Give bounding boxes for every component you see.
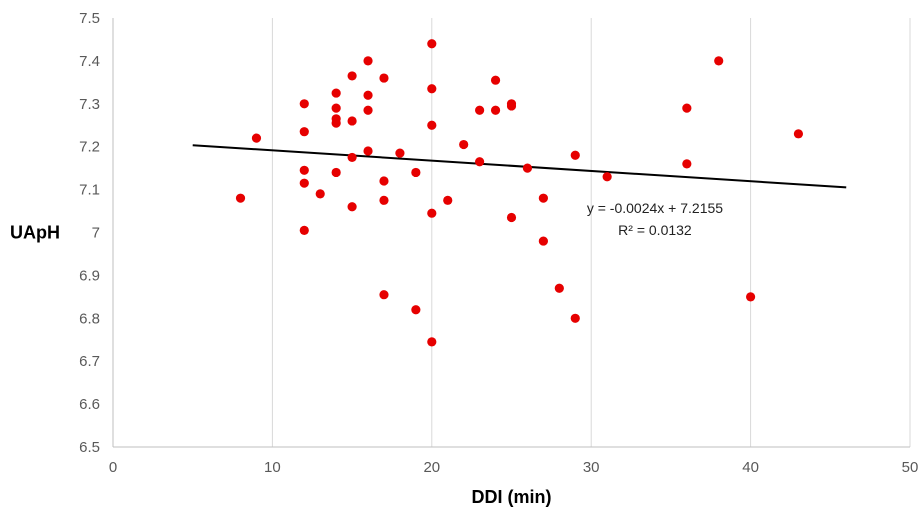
y-tick-label: 7	[92, 225, 100, 242]
data-point	[427, 120, 437, 130]
y-tick-label: 6.5	[79, 439, 100, 456]
data-point	[475, 157, 485, 167]
data-points	[235, 39, 804, 347]
data-point	[299, 178, 309, 188]
data-point	[363, 146, 373, 156]
data-point	[379, 290, 389, 300]
data-point	[475, 105, 485, 115]
data-point	[746, 292, 756, 302]
data-point	[347, 71, 357, 81]
data-point	[299, 165, 309, 175]
data-point	[427, 39, 437, 49]
data-point	[235, 193, 246, 203]
y-tick-label: 7.5	[79, 10, 100, 27]
data-point	[602, 172, 612, 182]
data-point	[459, 139, 469, 150]
data-point	[570, 313, 580, 323]
y-axis-title: UApH	[10, 223, 60, 243]
data-point	[299, 127, 309, 137]
data-point	[411, 305, 421, 315]
data-point	[315, 189, 325, 199]
data-point	[299, 99, 309, 109]
x-tick-label: 50	[902, 459, 919, 476]
y-tick-label: 7.3	[79, 96, 100, 113]
data-point	[395, 148, 405, 158]
data-point	[490, 75, 501, 85]
data-point	[347, 152, 357, 163]
data-point	[363, 90, 373, 100]
x-tick-label: 10	[264, 459, 281, 476]
x-tick-label: 0	[109, 459, 117, 476]
data-point	[793, 129, 804, 139]
axes	[112, 18, 910, 448]
data-point	[506, 101, 517, 111]
data-point	[331, 88, 341, 98]
data-point	[682, 159, 692, 169]
data-point	[379, 176, 389, 186]
data-point	[554, 283, 564, 293]
y-tick-label: 6.6	[79, 396, 100, 413]
y-tick-label: 7.1	[79, 182, 100, 199]
data-point	[331, 103, 341, 113]
data-point	[538, 193, 548, 203]
trendline-r-squared: R² = 0.0132	[618, 222, 692, 238]
data-point	[427, 337, 437, 347]
data-point	[331, 118, 341, 128]
data-point	[363, 56, 373, 66]
data-point	[522, 163, 533, 173]
grid-lines	[271, 18, 911, 447]
data-point	[506, 212, 517, 223]
data-point	[490, 105, 501, 115]
data-point	[347, 202, 357, 212]
x-tick-label: 30	[583, 459, 600, 476]
data-point	[331, 167, 341, 178]
data-point	[299, 225, 309, 235]
trendline-layer	[192, 144, 847, 189]
data-point	[347, 116, 357, 126]
data-point	[379, 73, 389, 83]
data-point	[427, 84, 437, 94]
x-tick-label: 20	[423, 459, 440, 476]
data-point	[714, 56, 724, 66]
data-point	[443, 195, 453, 205]
data-point	[427, 208, 437, 218]
data-point	[570, 150, 580, 160]
data-point	[251, 133, 262, 143]
x-axis-title: DDI (min)	[472, 487, 552, 507]
y-tick-label: 6.7	[79, 353, 100, 370]
tick-labels: 6.5 6.6 6.7 6.8 6.9 7 7.1 7.2 7.3 7.4 7.5 0 10 20 30 40…	[79, 10, 918, 476]
y-tick-label: 7.4	[79, 53, 100, 70]
data-point	[411, 167, 421, 178]
y-tick-label: 6.9	[79, 267, 100, 284]
trendline-equation: y = -0.0024x + 7.2155	[587, 200, 723, 216]
trendline	[192, 144, 847, 189]
x-tick-label: 40	[742, 459, 759, 476]
data-point	[682, 103, 692, 113]
data-point	[538, 236, 548, 246]
data-point	[363, 105, 373, 115]
data-point	[379, 195, 389, 205]
y-tick-label: 6.8	[79, 310, 100, 327]
y-tick-label: 7.2	[79, 139, 100, 156]
